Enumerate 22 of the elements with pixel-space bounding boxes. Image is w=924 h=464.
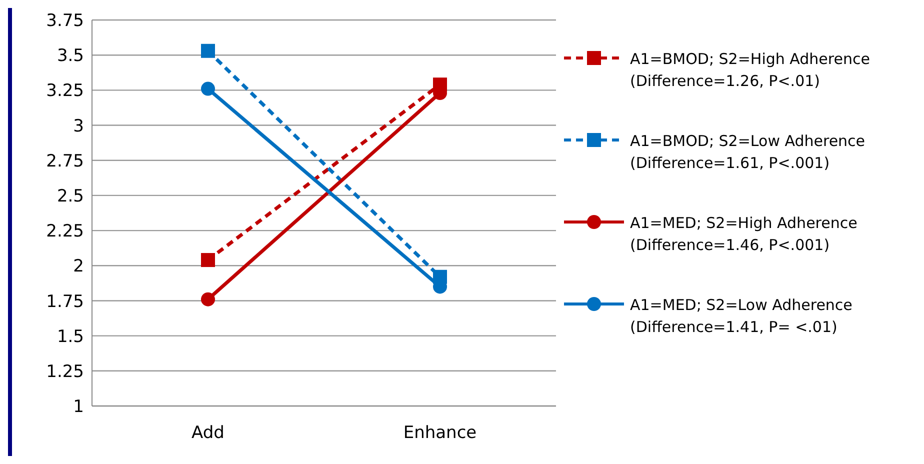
y-tick-label: 1 (73, 397, 84, 418)
point (201, 44, 215, 58)
legend-label: A1=BMOD; S2=High Adherence (Difference=1.26, P<.01) (630, 49, 870, 92)
y-tick-label: 2 (73, 256, 84, 277)
legend-label: A1=MED; S2=High Adherence (Difference=1.46, P<.001) (630, 213, 858, 256)
point (201, 82, 215, 96)
y-tick-label: 1.5 (56, 326, 84, 347)
y-tick-label: 2.25 (46, 222, 84, 242)
x-tick-label: Enhance (403, 423, 477, 444)
point (201, 292, 215, 306)
y-tick-label: 3.75 (46, 11, 84, 32)
point (201, 253, 215, 268)
y-tick-label: 1.25 (46, 362, 84, 382)
y-tick-label: 3 (73, 116, 84, 136)
legend-label: A1=MED; S2=Low Adherence (Difference=1.41, P= <.01) (630, 295, 852, 338)
legend-label: A1=BMOD; S2=Low Adherence (Difference=1.61, P<.001) (630, 131, 866, 174)
y-tick-label: 3.25 (46, 81, 84, 102)
y-tick-label: 3.5 (56, 46, 84, 66)
y-tick-label: 2.5 (56, 186, 84, 206)
y-tick-label: 1.75 (46, 292, 84, 312)
y-tick-label: 2.75 (46, 151, 84, 172)
x-tick-label: Add (192, 423, 224, 444)
